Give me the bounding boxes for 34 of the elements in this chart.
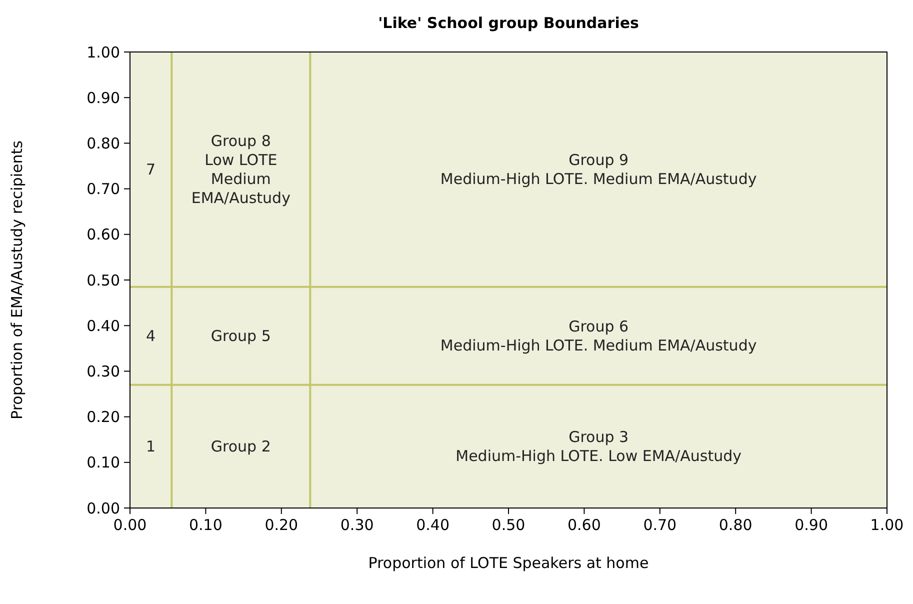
- y-tick-label: 0.10: [86, 454, 120, 472]
- y-tick-label: 0.40: [86, 316, 120, 335]
- x-tick-label: 0.70: [643, 516, 677, 534]
- x-tick-label: 1.00: [870, 516, 904, 534]
- x-tick-label: 0.00: [113, 516, 147, 534]
- y-tick-label: 0.70: [86, 180, 120, 198]
- annotation: 1: [146, 438, 156, 456]
- y-tick-label: 0.90: [86, 88, 120, 107]
- x-tick-label: 0.80: [718, 516, 752, 534]
- y-tick-label: 1.00: [86, 43, 120, 62]
- annotation: Group 2: [210, 438, 271, 456]
- y-axis-title: Proportion of EMA/Austudy recipients: [8, 140, 26, 420]
- annotation: Group 6 Medium-High LOTE. Medium EMA/Austudy: [440, 318, 757, 355]
- annotation: Group 8 Low LOTE Medium EMA/Austudy: [191, 132, 291, 208]
- y-tick-label: 0.00: [86, 499, 120, 518]
- x-tick-label: 0.30: [340, 516, 374, 534]
- annotation: Group 5: [210, 327, 271, 346]
- chart-title: 'Like' School group Boundaries: [378, 14, 640, 32]
- annotation: Group 9 Medium-High LOTE. Medium EMA/Austudy: [440, 151, 757, 188]
- annotation: 7: [146, 160, 156, 179]
- x-tick-label: 0.90: [794, 516, 828, 534]
- x-tick-label: 0.60: [567, 516, 601, 534]
- y-tick-label: 0.50: [86, 271, 120, 290]
- annotation: Group 3 Medium-High LOTE. Low EMA/Austudy: [456, 428, 742, 466]
- x-axis-title: Proportion of LOTE Speakers at home: [368, 554, 649, 572]
- x-tick-label: 0.50: [492, 516, 526, 534]
- y-tick-label: 0.80: [86, 134, 120, 152]
- x-tick-label: 0.20: [264, 516, 298, 534]
- y-tick-label: 0.20: [86, 408, 120, 426]
- x-tick-label: 0.40: [416, 516, 450, 534]
- y-tick-label: 0.60: [86, 226, 120, 244]
- x-tick-label: 0.10: [188, 516, 222, 534]
- annotation: 4: [146, 327, 156, 346]
- y-tick-label: 0.30: [86, 362, 120, 380]
